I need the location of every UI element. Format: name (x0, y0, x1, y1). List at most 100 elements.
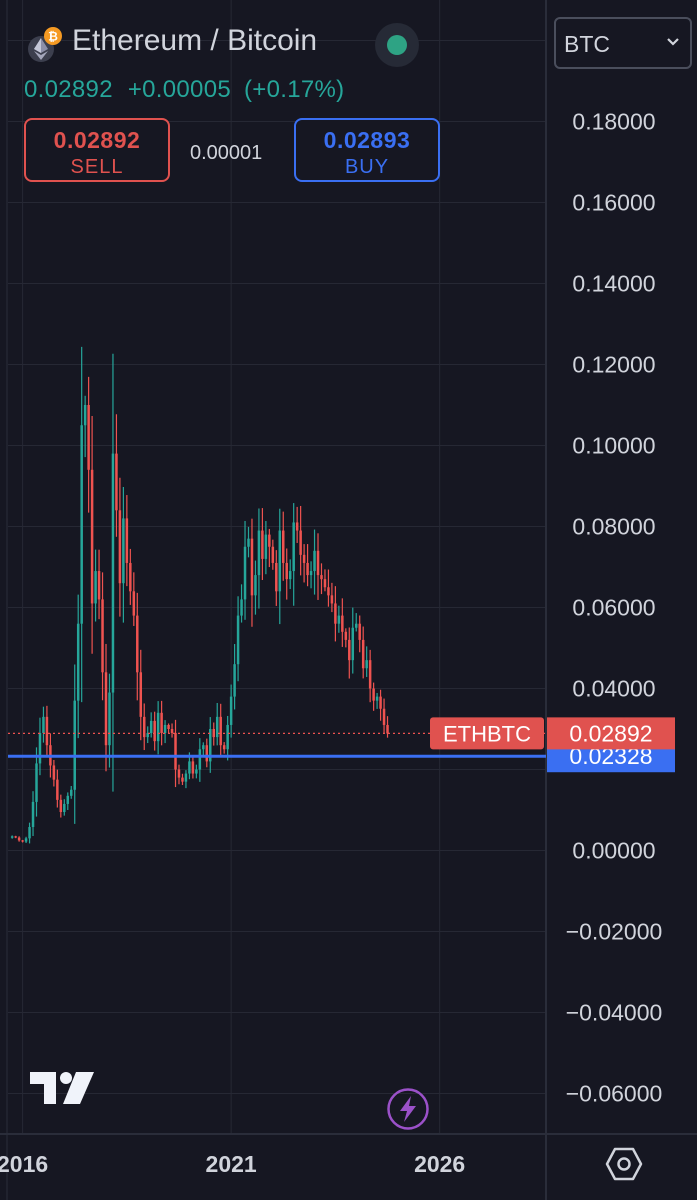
candle-body (278, 530, 282, 592)
candle-body (215, 716, 219, 738)
hexagon-settings-icon[interactable] (604, 1144, 644, 1184)
y-tick-label: 0.16000 (572, 190, 655, 216)
candle-body (202, 745, 205, 750)
candle-body (243, 546, 247, 600)
candle-body (139, 672, 143, 717)
candle-body (188, 761, 191, 774)
candle-body (271, 546, 275, 563)
candle-body (313, 550, 316, 572)
candle-body (288, 571, 292, 580)
candle-body (306, 562, 309, 576)
price-change: +0.00005 (127, 76, 231, 103)
sell-button[interactable]: 0.02892 SELL (24, 118, 170, 182)
candle-body (52, 765, 56, 780)
svg-text:₿: ₿ (48, 30, 58, 44)
buy-label: BUY (344, 156, 390, 178)
candle-body (28, 827, 31, 839)
candle-body (35, 763, 38, 802)
candle-body (83, 405, 87, 426)
currency-select[interactable]: BTC (554, 17, 692, 69)
candle-body (368, 660, 372, 689)
y-tick-label: 0.06000 (572, 595, 655, 621)
market-status-icon (375, 23, 419, 67)
candle-body (167, 724, 170, 729)
candle-body (108, 692, 111, 746)
candle-body (229, 696, 233, 725)
y-tick-label: 0.10000 (572, 433, 655, 459)
y-tick-label: 0.12000 (572, 352, 655, 378)
candle-body (295, 522, 299, 531)
candle-body (327, 587, 330, 596)
buy-price: 0.02893 (323, 127, 411, 153)
candle-body (24, 838, 28, 842)
candle-body (70, 789, 73, 796)
candle-body (382, 708, 386, 725)
candle-body (63, 803, 66, 813)
candle-body (282, 530, 285, 563)
candle-body (45, 716, 49, 746)
candle-body (181, 777, 184, 782)
candle-body (247, 538, 250, 547)
candle-body (115, 453, 118, 511)
candle-body (73, 700, 76, 790)
candle-body (292, 522, 295, 572)
candle-body (160, 712, 163, 734)
eth-btc-coin-icon: ₿ (28, 27, 62, 62)
candle-body (348, 639, 351, 661)
candle-body (136, 615, 139, 673)
x-tick-label: 2021 (206, 1151, 257, 1177)
last-price-tag-label: 0.02892 (569, 720, 652, 746)
candle-body (184, 773, 188, 782)
candle-body (254, 575, 257, 596)
candle-body (299, 530, 302, 555)
candle-body (90, 469, 94, 604)
candle-body (302, 554, 306, 563)
y-tick-label: 0.14000 (572, 271, 655, 297)
candle-body (379, 696, 382, 709)
price-change-percent: (+0.17%) (243, 76, 345, 103)
candle-body (257, 530, 261, 576)
candle-body (337, 615, 341, 624)
candle-body (66, 795, 70, 804)
candle-body (309, 571, 313, 576)
candle-body (236, 615, 240, 665)
candle-body (195, 769, 198, 774)
candle-body (10, 836, 14, 838)
y-tick-label: 0.18000 (572, 109, 655, 135)
symbol-tag (430, 717, 544, 750)
candle-body (386, 724, 389, 734)
candle-body (351, 627, 355, 661)
candle-body (285, 562, 288, 580)
candle-body (275, 562, 278, 592)
spread-value: 0.00001 (190, 142, 263, 164)
candle-body (146, 733, 149, 738)
last-price-tag (547, 717, 675, 750)
candle-body (42, 716, 45, 734)
candle-body (14, 836, 17, 838)
buy-button[interactable]: 0.02893 BUY (294, 118, 440, 182)
candle-body (358, 623, 361, 640)
sell-price: 0.02892 (53, 127, 141, 153)
candle-body (334, 603, 337, 624)
tradingview-logo (30, 1072, 94, 1104)
x-tick-label: 2026 (414, 1151, 465, 1177)
lightning-icon[interactable] (386, 1087, 430, 1131)
candle-body (142, 716, 146, 738)
candle-body (101, 599, 104, 673)
x-tick-label: 2016 (0, 1151, 48, 1177)
candle-body (118, 510, 122, 584)
candle-body (170, 729, 174, 734)
candle-body (375, 696, 379, 701)
candle-body (177, 769, 181, 778)
candle-body (87, 405, 90, 470)
candle-body (38, 733, 42, 764)
last-price: 0.02892 (24, 76, 113, 103)
price-summary: 0.02892 +0.00005 (+0.17%) (24, 76, 344, 104)
candle-body (198, 749, 202, 770)
candle-body (125, 518, 129, 563)
symbol-title: Ethereum / Bitcoin (72, 24, 318, 57)
candle-body (268, 534, 271, 547)
candle-body (330, 595, 334, 604)
candle-body (59, 799, 63, 813)
